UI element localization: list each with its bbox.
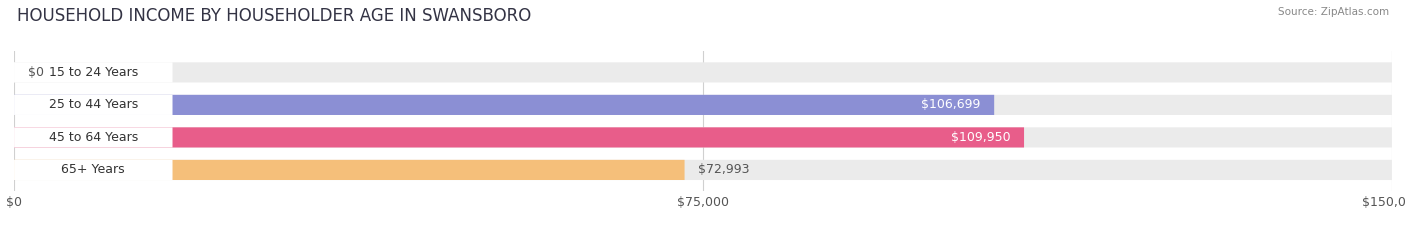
FancyBboxPatch shape bbox=[14, 127, 1024, 147]
FancyBboxPatch shape bbox=[14, 62, 173, 82]
Text: 45 to 64 Years: 45 to 64 Years bbox=[49, 131, 138, 144]
FancyBboxPatch shape bbox=[14, 160, 173, 180]
Text: $109,950: $109,950 bbox=[950, 131, 1011, 144]
FancyBboxPatch shape bbox=[14, 95, 1392, 115]
FancyBboxPatch shape bbox=[14, 62, 1392, 82]
FancyBboxPatch shape bbox=[14, 95, 173, 115]
Text: 15 to 24 Years: 15 to 24 Years bbox=[49, 66, 138, 79]
Text: Source: ZipAtlas.com: Source: ZipAtlas.com bbox=[1278, 7, 1389, 17]
Text: $0: $0 bbox=[28, 66, 44, 79]
Text: $106,699: $106,699 bbox=[921, 98, 980, 111]
FancyBboxPatch shape bbox=[14, 127, 1392, 147]
Text: $72,993: $72,993 bbox=[699, 163, 749, 176]
Text: 65+ Years: 65+ Years bbox=[62, 163, 125, 176]
Text: HOUSEHOLD INCOME BY HOUSEHOLDER AGE IN SWANSBORO: HOUSEHOLD INCOME BY HOUSEHOLDER AGE IN S… bbox=[17, 7, 531, 25]
FancyBboxPatch shape bbox=[14, 127, 173, 147]
FancyBboxPatch shape bbox=[14, 160, 1392, 180]
Text: 25 to 44 Years: 25 to 44 Years bbox=[49, 98, 138, 111]
FancyBboxPatch shape bbox=[14, 95, 994, 115]
FancyBboxPatch shape bbox=[14, 160, 685, 180]
